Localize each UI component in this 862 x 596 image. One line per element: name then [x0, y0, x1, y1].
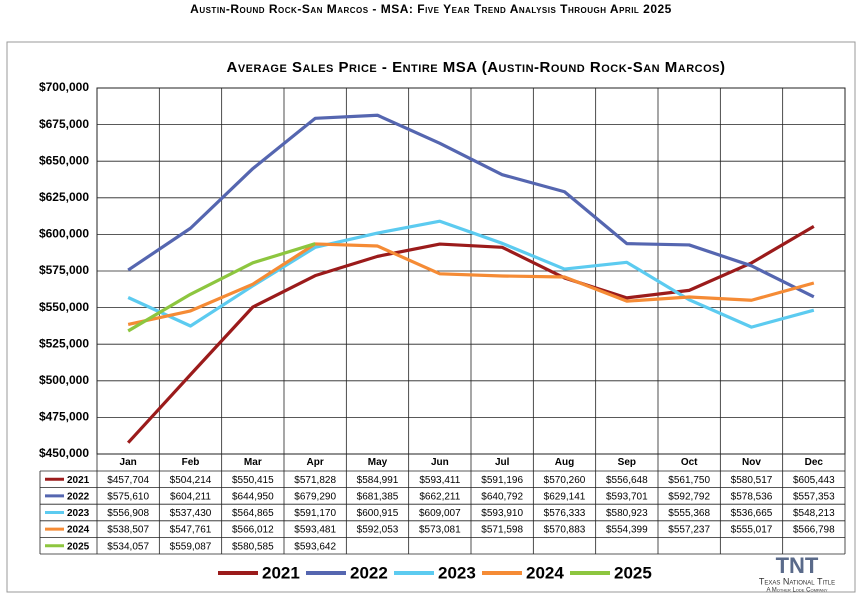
table-cell: $593,411	[419, 475, 460, 486]
table-cell: $662,211	[419, 492, 460, 503]
legend-label: 2022	[350, 563, 388, 582]
table-cell: $457,704	[107, 475, 149, 486]
logo-tagline: A Mother Lode Company	[766, 588, 827, 594]
logo-name: TNT	[776, 553, 819, 578]
table-cell: $593,701	[606, 492, 648, 503]
table-cell: $537,430	[170, 508, 212, 519]
table-row-label: 2021	[67, 475, 90, 486]
table-cell: $573,081	[419, 525, 461, 536]
table-cell: $576,333	[544, 508, 586, 519]
table-cell: $555,017	[731, 525, 773, 536]
table-cell: $640,792	[481, 492, 523, 503]
table-cell: $592,792	[668, 492, 710, 503]
x-tick-label: Oct	[681, 457, 698, 468]
table-cell: $571,598	[481, 525, 523, 536]
table-cell: $556,648	[606, 475, 648, 486]
table-cell: $550,415	[232, 475, 274, 486]
table-row-label: 2022	[67, 492, 90, 503]
x-tick-label: Jul	[495, 457, 510, 468]
y-tick-label: $525,000	[39, 336, 89, 350]
table-cell: $570,260	[544, 475, 586, 486]
table-cell: $604,211	[170, 492, 211, 503]
table-cell: $564,865	[232, 508, 274, 519]
table-cell: $504,214	[170, 475, 212, 486]
table-cell: $681,385	[357, 492, 399, 503]
y-tick-label: $500,000	[39, 373, 89, 387]
table-cell: $556,908	[107, 508, 149, 519]
table-cell: $559,087	[170, 541, 212, 552]
table-cell: $538,507	[107, 525, 149, 536]
x-tick-label: Jun	[431, 457, 449, 468]
legend-label: 2023	[438, 563, 476, 582]
logo-company: Texas National Title	[759, 576, 835, 586]
table-cell: $580,585	[232, 541, 274, 552]
series-line	[127, 219, 815, 329]
y-tick-label: $700,000	[39, 80, 89, 94]
x-tick-label: Nov	[742, 457, 761, 468]
table-cell: $534,057	[107, 541, 149, 552]
table-cell: $566,012	[232, 525, 274, 536]
table-row-label: 2023	[67, 508, 90, 519]
chart-title: Average Sales Price - Entire MSA (Austin…	[227, 59, 726, 76]
x-tick-label: Feb	[182, 457, 200, 468]
series-line	[127, 242, 316, 333]
x-tick-label: Jan	[120, 457, 137, 468]
table-row-label: 2024	[67, 525, 90, 536]
legend-label: 2021	[262, 563, 300, 582]
table-cell: $592,053	[357, 525, 399, 536]
y-tick-label: $550,000	[39, 300, 89, 314]
table-cell: $629,141	[544, 492, 586, 503]
table-cell: $554,399	[606, 525, 648, 536]
x-tick-label: Apr	[307, 457, 324, 468]
table-cell: $584,991	[357, 475, 399, 486]
table-cell: $566,798	[793, 525, 835, 536]
table-cell: $557,237	[668, 525, 710, 536]
x-tick-label: Dec	[805, 457, 824, 468]
table-cell: $555,368	[668, 508, 710, 519]
table-cell: $600,915	[357, 508, 399, 519]
table-cell: $593,910	[481, 508, 523, 519]
y-tick-label: $625,000	[39, 190, 89, 204]
table-cell: $609,007	[419, 508, 461, 519]
table-cell: $591,170	[294, 508, 336, 519]
table-cell: $570,883	[544, 525, 586, 536]
y-tick-label: $600,000	[39, 227, 89, 241]
y-tick-label: $450,000	[39, 446, 89, 460]
page-title: Austin-Round Rock-San Marcos - MSA: Five…	[190, 2, 672, 16]
legend-label: 2025	[614, 563, 652, 582]
legend-label: 2024	[526, 563, 564, 582]
x-tick-label: Sep	[618, 457, 636, 468]
table-cell: $536,665	[731, 508, 773, 519]
x-tick-label: May	[368, 457, 388, 468]
table-cell: $591,196	[481, 475, 523, 486]
table-cell: $561,750	[668, 475, 710, 486]
table-cell: $593,481	[294, 525, 336, 536]
y-tick-label: $650,000	[39, 153, 89, 167]
y-tick-label: $475,000	[39, 410, 89, 424]
table-cell: $575,610	[107, 492, 149, 503]
table-row-label: 2025	[67, 541, 90, 552]
y-tick-label: $575,000	[39, 263, 89, 277]
table-cell: $547,761	[170, 525, 212, 536]
table-cell: $580,923	[606, 508, 648, 519]
table-cell: $557,353	[793, 492, 835, 503]
chart-frame	[6, 41, 856, 593]
series-line	[127, 113, 815, 299]
table-cell: $548,213	[793, 508, 835, 519]
y-tick-label: $675,000	[39, 117, 89, 131]
table-cell: $580,517	[731, 475, 773, 486]
table-cell: $679,290	[294, 492, 336, 503]
table-cell: $644,950	[232, 492, 274, 503]
table-cell: $605,443	[793, 475, 835, 486]
series-line	[127, 242, 815, 326]
table-cell: $578,536	[731, 492, 773, 503]
table-cell: $571,828	[294, 475, 336, 486]
plot-frame	[96, 87, 846, 455]
x-tick-label: Mar	[244, 457, 262, 468]
series-line	[126, 225, 815, 444]
x-tick-label: Aug	[555, 457, 574, 468]
table-cell: $593,642	[294, 541, 336, 552]
